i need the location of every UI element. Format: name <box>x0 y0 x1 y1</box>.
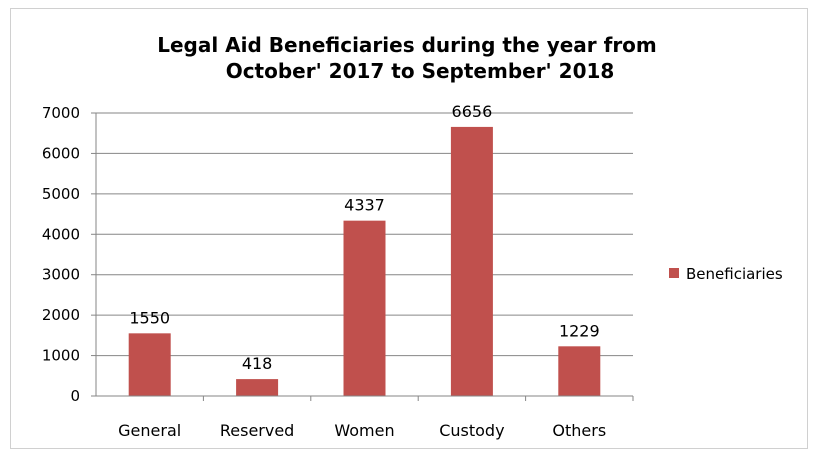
gridlines <box>96 112 633 357</box>
chart-title-line-1: Legal Aid Beneficiaries during the year … <box>157 33 657 57</box>
y-tick-label: 3000 <box>42 266 80 284</box>
y-tick-label: 2000 <box>42 306 80 324</box>
chart-title-line-2: October' 2017 to September' 2018 <box>226 59 615 83</box>
data-label-reserved: 418 <box>242 354 273 373</box>
data-label-women: 4337 <box>344 196 385 215</box>
x-category-label: Custody <box>439 421 504 440</box>
bar-general <box>128 333 171 396</box>
y-tick-label: 4000 <box>42 225 80 243</box>
bars <box>128 126 601 397</box>
x-category-label: Others <box>552 421 606 440</box>
bar-women <box>343 220 386 396</box>
y-tick-label: 7000 <box>42 104 80 122</box>
x-category-label: General <box>118 421 181 440</box>
x-category-label: Women <box>334 421 394 440</box>
data-label-general: 1550 <box>129 308 170 327</box>
y-tick-label: 0 <box>70 387 80 405</box>
x-category-label: Reserved <box>220 421 294 440</box>
x-axis-categories: General Reserved Women Custody Others <box>118 396 634 440</box>
data-label-custody: 6656 <box>452 102 493 121</box>
data-labels: 1550 418 4337 6656 1229 <box>129 102 599 373</box>
bar-others <box>558 346 601 396</box>
legend: Beneficiaries <box>669 265 783 283</box>
y-axis-ticks: 0 1000 2000 3000 4000 5000 6000 7000 <box>42 104 96 405</box>
data-label-others: 1229 <box>559 321 600 340</box>
bar-reserved <box>236 379 279 396</box>
legend-label: Beneficiaries <box>686 265 783 283</box>
y-tick-label: 1000 <box>42 347 80 365</box>
bar-custody <box>450 126 493 397</box>
y-tick-label: 6000 <box>42 144 80 162</box>
y-tick-label: 5000 <box>42 185 80 203</box>
legend-swatch <box>669 268 679 278</box>
